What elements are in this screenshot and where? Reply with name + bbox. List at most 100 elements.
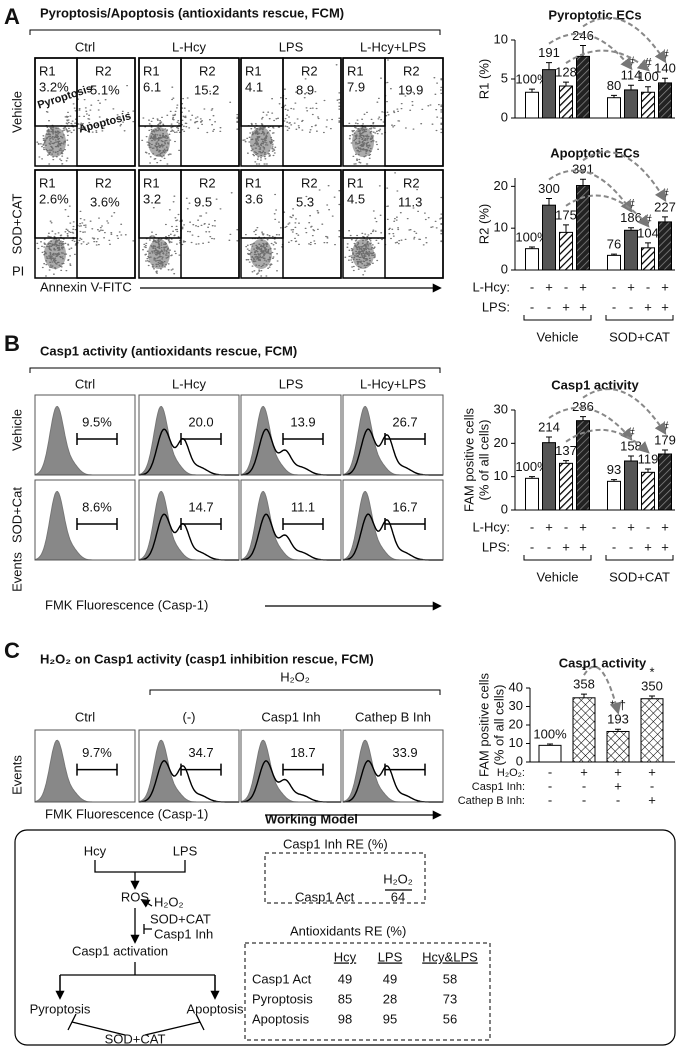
row-label: FAM positive cells [461,407,476,512]
bracket [29,367,441,373]
factor-level: + [627,279,635,294]
factor-level: + [580,764,588,779]
plot-frame [138,729,240,803]
bar-annotation: 186 [620,210,642,225]
error-bar [563,224,569,233]
gate-name: R2 [95,175,112,190]
gate-name: R2 [199,63,216,78]
gate-bar [76,763,118,776]
gate-value: 9.5% [82,414,112,429]
plot-frame [342,729,444,803]
bar [658,82,672,119]
factor-level: + [614,764,622,779]
factor-level: - [530,519,534,534]
model-arrows [55,860,412,1036]
gate-value: 8.6% [82,499,112,514]
error-bar [580,416,586,421]
bar [572,697,596,763]
model-title: Working Model [265,811,358,826]
column-header: L-Hcy+LPS [360,376,426,391]
factor-level: + [648,764,656,779]
bar [576,55,590,119]
factor-level: + [661,299,669,314]
error-bar [662,449,668,454]
bar-annotation: 227 [654,199,676,214]
rescue-arrow [565,49,650,72]
bar-annotation: 119 [638,451,659,466]
gate-name: R1 [347,63,364,78]
column-header: Ctrl [75,709,95,724]
factor-level: + [562,299,570,314]
gate-value: 14.7 [188,499,213,514]
y-tick-label: 10 [494,220,508,235]
table-cell: 49 [383,971,397,986]
factor-level: - [547,299,551,314]
bar-annotation: 137 [555,443,577,458]
factor-level: + [545,519,553,534]
table-cell: 56 [443,1011,457,1026]
error-bar [611,253,617,256]
axis-label: PI [12,263,24,278]
bar [559,462,573,511]
error-bar [563,460,569,464]
factor-level: + [648,792,656,807]
factor-level: - [629,299,633,314]
y-tick-label: 10 [509,735,523,750]
row-label: FAM positive cells [476,672,491,777]
table-cell: Casp1 Act [295,889,355,904]
factor-level: + [579,539,587,554]
error-bar [662,216,668,222]
bar [542,69,556,119]
gate-value: 5.1% [90,82,120,97]
bar-annotation: 104 [637,225,659,240]
panel-label: C [4,638,20,663]
factor-level: - [564,519,568,534]
group-label: Vehicle [537,569,579,584]
gate-bar [282,433,324,445]
rescue-arrow [548,169,633,213]
bar [624,229,638,271]
y-tick-label: 30 [494,401,508,416]
bar-annotation: 140 [654,61,676,76]
gate-value: 3.2% [39,79,69,94]
factor-level: + [562,539,570,554]
model-node: Apoptosis [186,1001,244,1016]
table-header: Hcy&LPS [422,949,478,964]
column-header: Ctrl [75,376,95,391]
factor-level: - [650,778,654,793]
gate-name: R1 [143,63,160,78]
bar-annotation: 300 [538,181,560,196]
bar-annotation: 350 [641,678,663,693]
table-cell: 98 [338,1011,352,1026]
bar [576,420,590,511]
gate-value: 20.0 [188,414,213,429]
model-node: Pyroptosis [30,1001,91,1016]
bar-annotation: 100% [515,229,549,244]
gate-name: R2 [95,63,112,78]
column-header: Casp1 Inh [261,709,320,724]
gate-value: 33.9 [392,745,417,760]
error-bar [529,246,535,249]
y-tick-label: 10 [494,468,508,483]
gate-r2 [180,169,240,279]
y-tick-label: 5 [501,70,508,85]
bar [658,221,672,271]
gate-r2 [76,169,136,279]
factor-level: - [548,764,552,779]
model-frame [14,829,676,1046]
gate-bar [384,518,426,530]
gate-value: 3.6% [90,194,120,209]
gate-value: 8.9 [296,82,314,97]
panel-label: B [4,331,20,356]
gate-value: 16.7 [392,499,417,514]
error-bar [529,88,535,93]
factor-level: - [646,279,650,294]
bar-annotation: 100% [515,72,549,87]
factor-level: + [661,519,669,534]
plot-frame [34,479,136,561]
bar-annotation: 114 [621,68,642,83]
bar [607,254,621,271]
factor-level: - [530,299,534,314]
gate-value: 26.7 [392,414,417,429]
bar-annotation: 193 [607,712,629,727]
